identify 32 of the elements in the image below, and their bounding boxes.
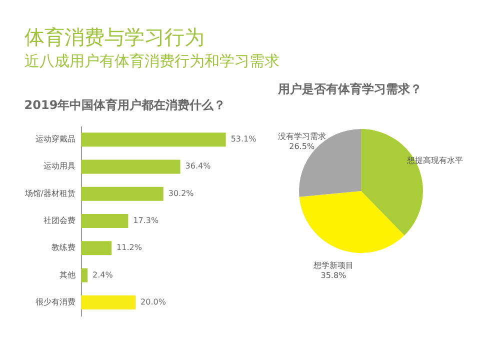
- data-label: 26.5%: [289, 142, 315, 152]
- bar: [81, 268, 88, 282]
- y-tick-label: 很少有消费: [36, 297, 76, 306]
- chart-title: 体育消费与学习行为: [24, 25, 204, 49]
- data-label: 35.8%: [320, 271, 347, 280]
- y-tick-label: 其他: [60, 270, 76, 280]
- pie-slice: [361, 129, 423, 236]
- chart-subtitle: 近八成用户有体育消费行为和学习需求: [24, 52, 280, 70]
- bar: [81, 186, 164, 201]
- data-label: 2.4%: [92, 270, 114, 280]
- pie-slice: [299, 191, 404, 253]
- data-label: 36.4%: [185, 162, 212, 171]
- data-label: 20.0%: [140, 297, 166, 306]
- text: 2019年中国体育用户都在消费什么？: [24, 98, 226, 112]
- y-tick-label: 社团会费: [44, 216, 76, 225]
- y-tick-label: 运动用具: [44, 162, 76, 171]
- y-tick-label: 教练费: [52, 243, 76, 252]
- slice-label: 想提高现有水平: [406, 156, 464, 165]
- bar: [81, 132, 226, 147]
- chart-title: 用户是否有体育学习需求？: [276, 82, 422, 96]
- data-label: 11.2%: [116, 243, 142, 252]
- bar: [81, 295, 136, 310]
- slice-label: 没有学习需求: [278, 132, 326, 142]
- bar: [81, 214, 128, 228]
- bar: [81, 160, 180, 174]
- data-label: 17.3%: [133, 216, 159, 225]
- y-tick-label: 运动穿戴品: [36, 134, 76, 144]
- bar: [81, 241, 112, 256]
- data-label: 53.1%: [230, 134, 257, 144]
- slice-label: 想学新项目: [312, 261, 354, 270]
- y-tick-label: 场馆/器材租赁: [24, 188, 76, 198]
- data-label: 30.2%: [168, 188, 194, 198]
